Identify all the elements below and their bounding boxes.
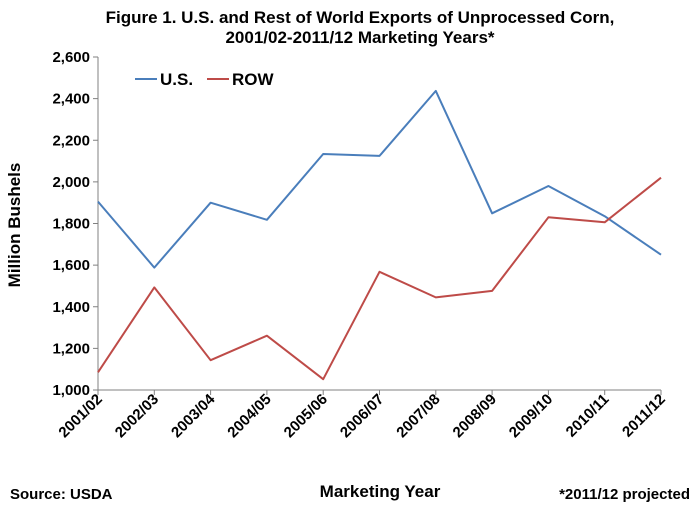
x-tick-label: 2010/11 [563, 391, 613, 441]
x-tick-label: 2007/08 [393, 391, 443, 441]
x-tick-label: 2002/03 [112, 391, 162, 441]
y-tick-label: 2,200 [52, 132, 90, 149]
legend: U.S. ROW [135, 70, 275, 89]
y-axis: 1,000 1,200 1,400 1,600 1,800 2,000 2,200 2,400… [52, 49, 99, 399]
legend-label: ROW [232, 70, 275, 89]
y-tick-label: 1,600 [52, 257, 90, 274]
x-tick-label: 2006/07 [337, 391, 387, 441]
x-tick-label: 2003/04 [168, 390, 219, 441]
y-tick-label: 2,600 [52, 49, 90, 66]
y-axis-label: Million Bushels [5, 163, 24, 288]
x-axis: 2001/02 2002/03 2003/04 2004/05 2005/06 2006/… [55, 389, 669, 441]
y-tick-label: 1,200 [52, 340, 90, 357]
x-tick-label: 2004/05 [224, 391, 274, 441]
legend-label: U.S. [160, 70, 193, 89]
chart-title-line-1: Figure 1. U.S. and Rest of World Exports… [106, 8, 615, 27]
projection-footnote: *2011/12 projected [559, 486, 690, 503]
y-tick-label: 2,000 [52, 174, 90, 191]
series-layer [97, 89, 662, 381]
series-line-us [97, 89, 662, 269]
x-tick-label: 2009/10 [506, 391, 556, 441]
x-tick-label: 2005/06 [281, 391, 331, 441]
y-tick-label: 1,000 [52, 382, 90, 399]
x-tick-label: 2011/12 [619, 391, 669, 441]
x-axis-label: Marketing Year [320, 482, 441, 501]
y-tick-label: 2,400 [52, 91, 90, 108]
y-tick-label: 1,800 [52, 216, 90, 233]
chart-title-line-2: 2001/02-2011/12 Marketing Years* [225, 28, 494, 47]
series-line-row [97, 176, 662, 381]
x-tick-label: 2008/09 [450, 391, 500, 441]
y-tick-label: 1,400 [52, 299, 90, 316]
source-note: Source: USDA [10, 486, 113, 503]
